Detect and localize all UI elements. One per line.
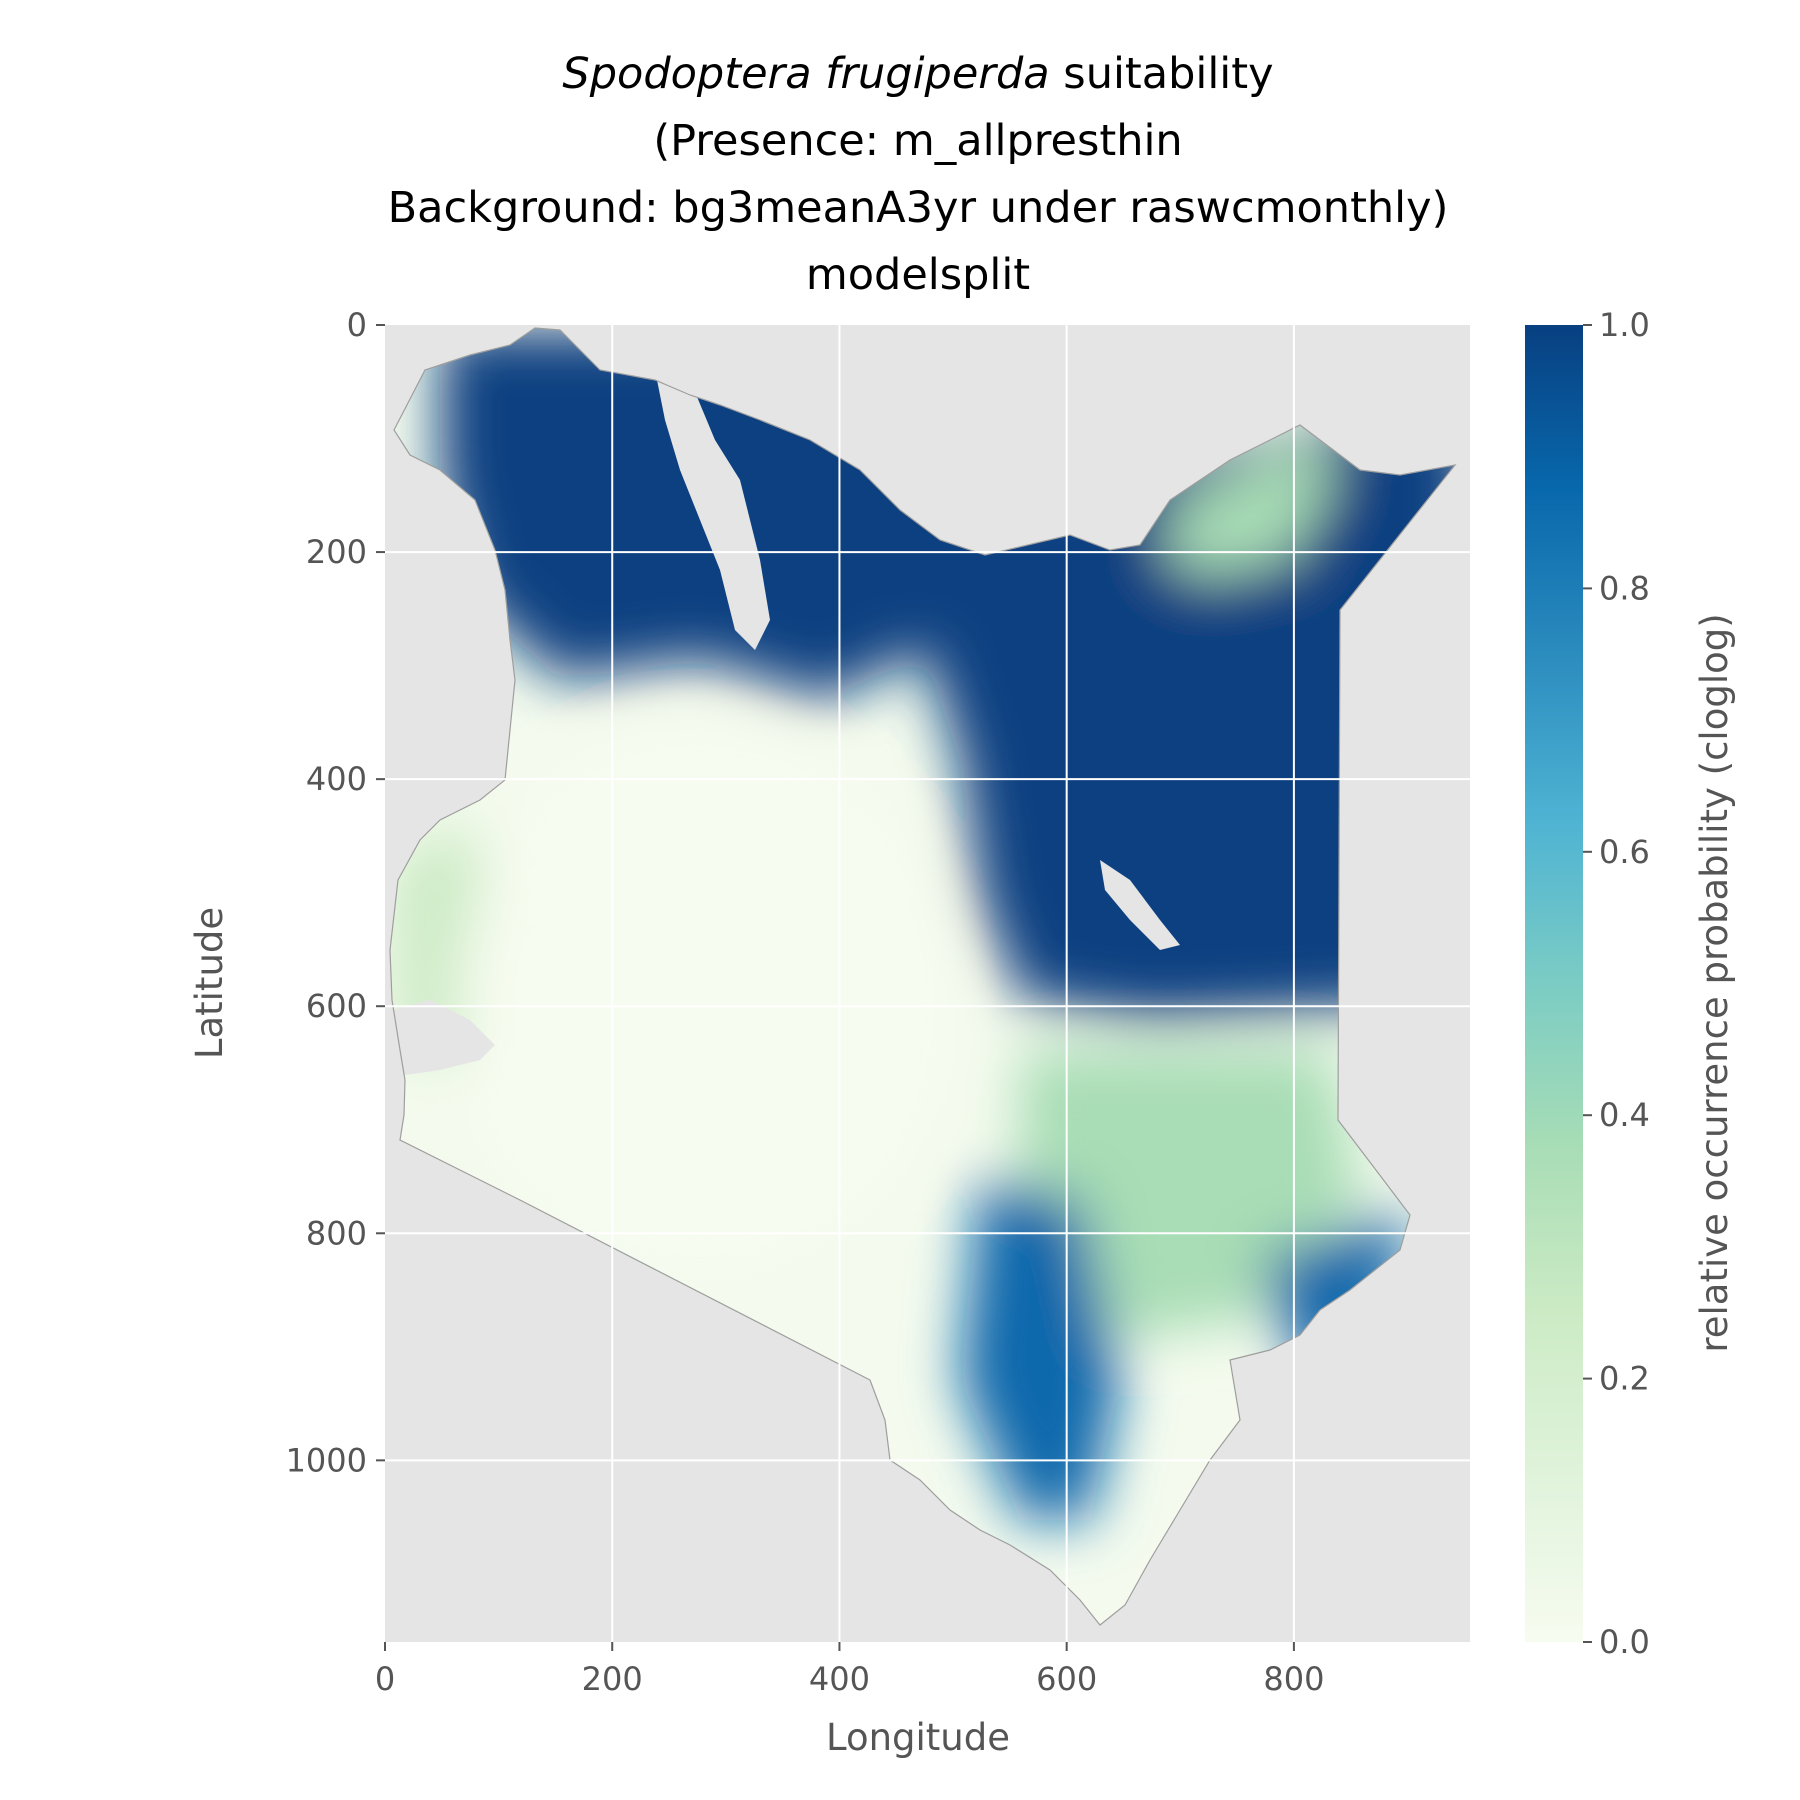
y-axis-ticks: 0 200 400 600 800 1000 <box>286 306 385 1479</box>
x-tick-label: 600 <box>1036 1660 1097 1698</box>
no-data-lakes <box>392 370 1180 1075</box>
colorbar-tick-label: 0.0 <box>1599 1623 1650 1661</box>
y-tick-label: 0 <box>347 306 367 344</box>
title-line-3: Background: bg3meanA3yr under raswcmonth… <box>388 183 1449 233</box>
y-tick-label: 200 <box>306 533 367 571</box>
region-north-east <box>920 400 1455 1020</box>
colorbar-tick-label: 0.2 <box>1599 1360 1650 1398</box>
colorbar-tick-label: 0.6 <box>1599 833 1650 871</box>
x-tick-label: 400 <box>809 1660 870 1698</box>
colorbar <box>1525 325 1583 1642</box>
colorbar-tick-label: 0.8 <box>1599 569 1650 607</box>
tana-sand <box>1100 860 1180 950</box>
x-axis-ticks: 0 200 400 600 800 <box>375 1642 1324 1698</box>
y-tick-label: 800 <box>306 1214 367 1252</box>
title-line-4: modelsplit <box>806 250 1030 300</box>
y-tick-label: 1000 <box>286 1441 367 1479</box>
x-tick-label: 800 <box>1263 1660 1324 1698</box>
region-central-highlands <box>460 740 940 1260</box>
lake-victoria <box>392 1000 495 1075</box>
title-line-1: Spodoptera frugiperda suitability <box>562 49 1273 99</box>
x-axis-label: Longitude <box>826 1716 1010 1759</box>
colorbar-tick-label: 1.0 <box>1599 306 1650 344</box>
colorbar-tick-label: 0.4 <box>1599 1096 1650 1134</box>
y-tick-label: 400 <box>306 760 367 798</box>
chart-title: Spodoptera frugiperda suitability (Prese… <box>388 49 1449 300</box>
gridlines <box>385 325 1470 1642</box>
x-tick-label: 0 <box>375 1660 395 1698</box>
colorbar-ticks: 0.0 0.2 0.4 0.6 0.8 1.0 <box>1583 306 1650 1661</box>
map-raster <box>390 328 1455 1625</box>
y-tick-label: 600 <box>306 987 367 1025</box>
lake-turkana <box>655 370 770 650</box>
y-axis-label: Latitude <box>188 907 231 1059</box>
title-line-1-rest: suitability <box>1050 49 1274 99</box>
title-line-2: (Presence: m_allpresthin <box>653 116 1182 166</box>
colorbar-label: relative occurrence probability (cloglog… <box>1693 613 1736 1352</box>
title-species: Spodoptera frugiperda <box>562 49 1049 99</box>
x-tick-label: 200 <box>582 1660 643 1698</box>
region-east-coast <box>960 1180 1120 1520</box>
region-north-east-corner-band <box>1160 440 1340 580</box>
